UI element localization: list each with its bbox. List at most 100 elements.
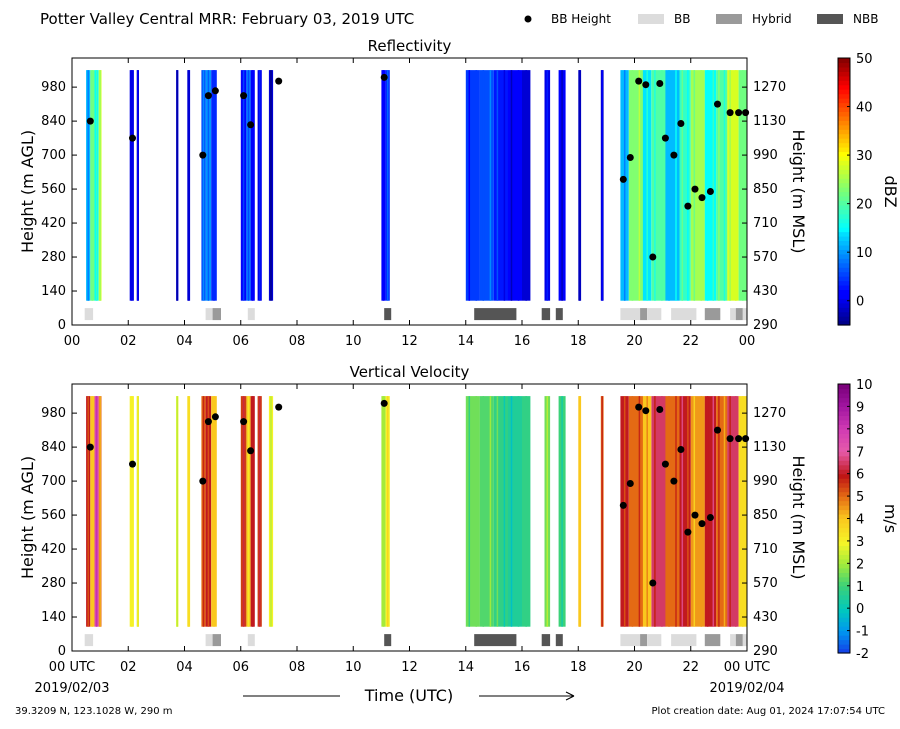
colorbar-tick-label: 50 bbox=[856, 52, 873, 67]
colorbar-step bbox=[838, 200, 850, 206]
bb-height-point bbox=[204, 92, 212, 100]
colorbar-step bbox=[838, 617, 850, 623]
bb-height-point bbox=[684, 202, 692, 210]
colorbar-step bbox=[838, 410, 850, 416]
x-tick-label: 02 bbox=[120, 334, 137, 349]
colorbar-tick-label: 6 bbox=[856, 468, 864, 483]
x-tick-label: 00 bbox=[64, 334, 81, 349]
x-axis-arrow-head bbox=[565, 691, 575, 701]
footer-location: 39.3209 N, 123.1028 W, 290 m bbox=[15, 706, 173, 717]
colorbar-step bbox=[838, 491, 850, 497]
bb-height-point bbox=[649, 579, 657, 587]
bb-strip-segment-bb bbox=[647, 634, 662, 647]
colorbar-step bbox=[838, 621, 850, 627]
data-column bbox=[493, 396, 508, 627]
bb-height-point bbox=[204, 418, 212, 426]
bb-height-point bbox=[661, 134, 669, 142]
bb-height-point bbox=[677, 446, 685, 453]
bb-strip-segment-nbb bbox=[384, 634, 392, 647]
x-tick-label: 04 bbox=[176, 660, 193, 675]
colorbar-step bbox=[838, 464, 850, 470]
data-column bbox=[704, 396, 717, 627]
colorbar-tick-label: 10 bbox=[856, 378, 873, 393]
colorbar-step bbox=[838, 71, 850, 77]
legend-marker bbox=[524, 15, 532, 23]
colorbar-step bbox=[838, 271, 850, 277]
bb-height-point bbox=[275, 77, 283, 85]
y-tick-label: 560 bbox=[41, 182, 66, 197]
colorbar-step bbox=[838, 98, 850, 104]
bb-strip-segment-hybrid bbox=[640, 634, 648, 647]
data-column bbox=[651, 70, 666, 301]
legend-label: Hybrid bbox=[752, 12, 792, 26]
y2-axis-label: Height (m MSL) bbox=[789, 455, 808, 579]
bb-strip-segment-bb bbox=[742, 634, 747, 647]
colorbar-step bbox=[838, 612, 850, 618]
bb-height-point bbox=[247, 121, 255, 129]
colorbar-step bbox=[838, 514, 850, 520]
colorbar-step bbox=[838, 437, 850, 443]
colorbar-step bbox=[838, 608, 850, 614]
bb-strip-segment-bb bbox=[742, 308, 747, 321]
colorbar-step bbox=[838, 415, 850, 421]
colorbar-step bbox=[838, 469, 850, 475]
data-columns bbox=[86, 396, 747, 627]
colorbar-step bbox=[838, 169, 850, 175]
x-tick-label: 10 bbox=[345, 334, 362, 349]
legend-item-bb: BB bbox=[638, 12, 690, 26]
legend-item-hybrid: Hybrid bbox=[716, 12, 792, 26]
bb-height-point bbox=[706, 514, 714, 521]
bb-height-points bbox=[86, 399, 750, 587]
colorbar-step bbox=[838, 244, 850, 250]
colorbar-tick-label: 2 bbox=[856, 557, 864, 572]
bb-strip-segment-nbb bbox=[474, 308, 517, 321]
bb-strip bbox=[84, 308, 747, 321]
colorbar-step bbox=[838, 626, 850, 632]
x-tick-label: 12 bbox=[401, 334, 418, 349]
data-column bbox=[628, 396, 643, 627]
colorbar-step bbox=[838, 540, 850, 546]
bb-height-point bbox=[742, 109, 750, 117]
data-column bbox=[479, 70, 494, 301]
colorbar-step bbox=[838, 576, 850, 582]
colorbar-step bbox=[838, 392, 850, 399]
x-axis-label: Time (UTC) bbox=[364, 686, 453, 705]
colorbar-step bbox=[838, 75, 850, 81]
colorbar-step bbox=[838, 115, 850, 121]
colorbar: 0 10 20 30 40 50 dBZ bbox=[837, 52, 900, 326]
x-tick-label: 00 UTC bbox=[49, 660, 95, 675]
colorbar-step bbox=[838, 406, 850, 412]
y2-tick-label: 850 bbox=[753, 508, 778, 523]
colorbar-step bbox=[838, 630, 850, 636]
colorbar-step bbox=[838, 258, 850, 264]
bb-strip-segment-hybrid bbox=[735, 308, 743, 321]
x-tick-label: 04 bbox=[176, 334, 193, 349]
footer-creation-date: Plot creation date: Aug 01, 2024 17:07:5… bbox=[652, 706, 885, 717]
x-tick-label: 14 bbox=[457, 660, 474, 675]
bb-height-point bbox=[199, 477, 207, 485]
colorbar-step bbox=[838, 419, 850, 425]
colorbar-step bbox=[838, 151, 850, 157]
bb-strip-segment-nbb bbox=[474, 634, 517, 647]
legend-swatch bbox=[817, 14, 843, 24]
colorbar-step bbox=[838, 302, 850, 308]
data-column bbox=[665, 70, 680, 301]
x-tick-label: 20 bbox=[626, 660, 643, 675]
bb-strip-segment-nbb bbox=[555, 308, 563, 321]
y-tick-label: 140 bbox=[41, 610, 66, 625]
bb-height-point bbox=[661, 460, 669, 468]
colorbar-tick-label: 20 bbox=[856, 198, 873, 213]
colorbar-step bbox=[838, 572, 850, 578]
bb-height-point bbox=[684, 528, 692, 536]
y2-tick-label: 430 bbox=[753, 610, 778, 625]
x-tick-label: 18 bbox=[570, 660, 587, 675]
bb-height-point bbox=[714, 426, 721, 434]
colorbar-step bbox=[838, 280, 850, 286]
legend-label: BB Height bbox=[551, 12, 611, 26]
bb-strip-segment-bb bbox=[205, 308, 213, 321]
colorbar-step bbox=[838, 102, 850, 108]
legend-label: BB bbox=[674, 12, 690, 26]
colorbar-step bbox=[838, 195, 850, 201]
x-tick-label: 16 bbox=[514, 660, 531, 675]
colorbar-step bbox=[838, 204, 850, 210]
